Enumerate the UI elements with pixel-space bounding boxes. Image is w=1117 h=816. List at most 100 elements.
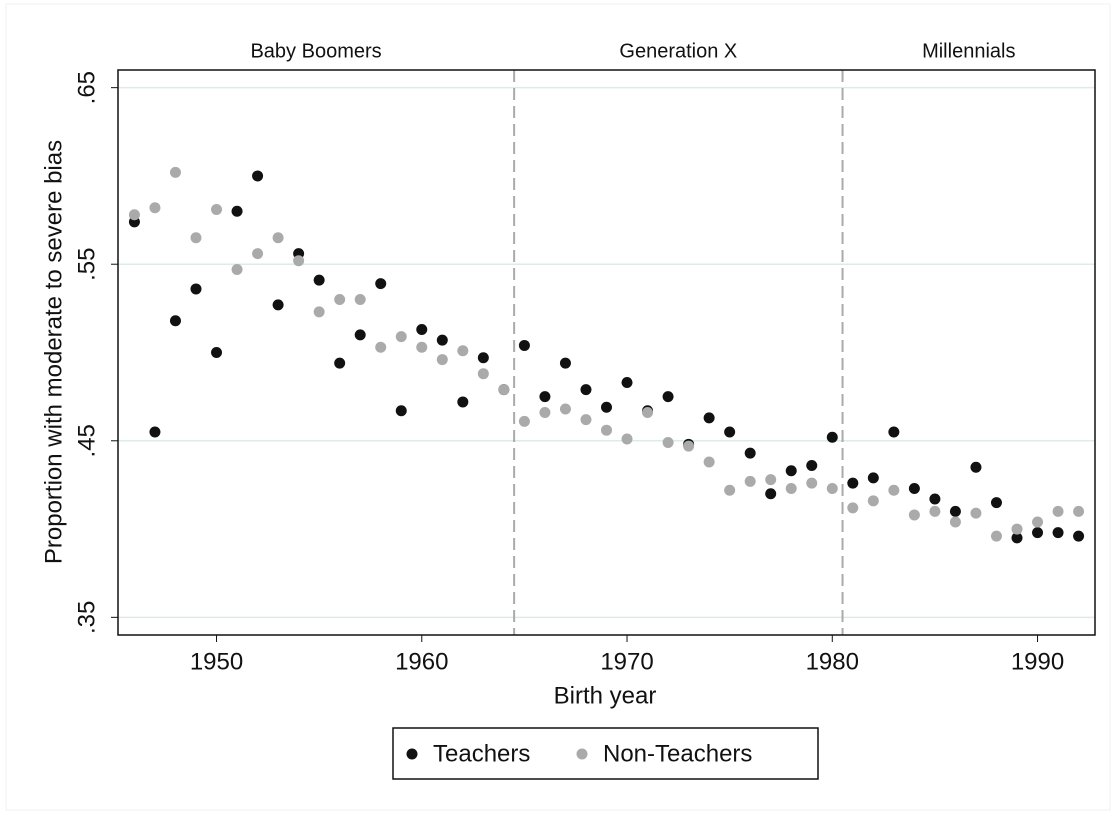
legend (392, 727, 819, 780)
point (190, 283, 202, 295)
point (457, 345, 469, 357)
point (580, 414, 592, 426)
y-axis-title: Proportion with moderate to severe bias (40, 140, 67, 564)
point (1032, 516, 1044, 528)
point (252, 248, 264, 260)
point (970, 507, 982, 519)
point (888, 426, 900, 438)
legend-label: Teachers (433, 740, 530, 767)
point (252, 170, 264, 182)
point (806, 477, 818, 489)
point (724, 484, 736, 496)
point (272, 232, 284, 244)
point (395, 331, 407, 343)
point (949, 505, 961, 517)
point (990, 497, 1002, 509)
point (683, 440, 695, 452)
point (806, 460, 818, 471)
y-tick-label: .65 (73, 71, 100, 104)
point (929, 493, 941, 505)
point (354, 294, 366, 306)
period-label: Generation X (619, 40, 737, 62)
point (601, 424, 612, 436)
point (416, 324, 428, 336)
point (169, 166, 181, 178)
point (293, 255, 305, 267)
point (867, 472, 879, 484)
point (313, 274, 325, 286)
x-axis-title: Birth year (554, 682, 657, 709)
point (231, 264, 243, 276)
point (1073, 505, 1085, 517)
point (642, 407, 654, 419)
period-label: Baby Boomers (250, 40, 381, 62)
legend-marker (406, 748, 418, 760)
y-tick-label: .45 (73, 424, 100, 457)
point (990, 530, 1002, 542)
point (970, 461, 982, 473)
point (1073, 530, 1085, 542)
point (724, 426, 736, 438)
x-tick-label: 1980 (806, 648, 859, 675)
point (539, 391, 551, 403)
x-tick-label: 1970 (600, 648, 653, 675)
point (1011, 523, 1023, 535)
point (334, 294, 346, 306)
point (436, 354, 448, 366)
point (703, 412, 715, 424)
point (477, 352, 489, 364)
point (908, 482, 920, 494)
point (1052, 527, 1064, 539)
point (826, 431, 838, 443)
point (580, 384, 592, 396)
point (149, 202, 161, 214)
point (231, 205, 243, 217)
point (621, 377, 633, 389)
point (169, 315, 181, 327)
point (744, 447, 756, 459)
x-tick-label: 1950 (190, 648, 243, 675)
point (272, 299, 284, 311)
point (662, 391, 674, 403)
legend-marker (576, 748, 588, 760)
point (703, 456, 715, 468)
point (662, 437, 674, 449)
point (436, 334, 448, 346)
point (559, 403, 571, 415)
point (518, 339, 530, 351)
point (785, 482, 797, 494)
point (785, 465, 797, 477)
x-tick-label: 1990 (1011, 648, 1064, 675)
point (765, 474, 777, 486)
point (313, 306, 325, 318)
point (847, 477, 859, 489)
point (847, 502, 859, 514)
point (559, 357, 571, 369)
point (949, 516, 961, 528)
point (1011, 532, 1023, 544)
y-tick-label: .35 (73, 601, 100, 634)
point (375, 341, 387, 353)
period-label: Millennials (922, 40, 1015, 62)
point (375, 278, 387, 290)
point (601, 401, 612, 413)
point (477, 368, 489, 380)
point (518, 415, 530, 427)
point (395, 405, 407, 417)
point (539, 407, 551, 419)
point (888, 484, 900, 496)
point (621, 433, 633, 445)
plot-area (117, 69, 1096, 636)
point (498, 384, 510, 396)
point (416, 341, 428, 353)
point (354, 329, 366, 341)
point (128, 209, 140, 221)
frame (5, 3, 1111, 811)
point (211, 203, 223, 215)
point (929, 505, 941, 517)
legend-label: Non-Teachers (603, 740, 752, 767)
point (190, 232, 202, 244)
point (765, 488, 777, 500)
point (826, 482, 838, 494)
